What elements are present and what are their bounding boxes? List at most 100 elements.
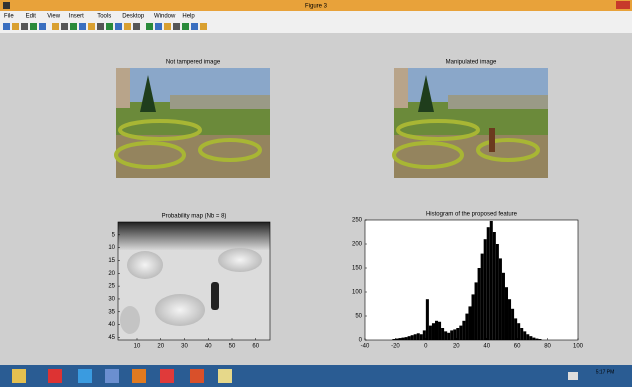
window-title: Figure 3 (305, 4, 328, 10)
x-tick-label: 60 (514, 344, 521, 350)
tool-button[interactable] (39, 23, 46, 30)
menu-item[interactable]: File (4, 14, 14, 20)
histogram-bar (423, 330, 426, 340)
y-tick-label: 200 (352, 242, 363, 248)
panel-title: Not tampered image (166, 60, 221, 66)
histogram-bar (532, 338, 535, 340)
tool-button[interactable] (200, 23, 207, 30)
histogram-bar (520, 328, 523, 340)
tool-button[interactable] (155, 23, 162, 30)
y-tick-label: 45 (108, 335, 115, 341)
histogram-bar (493, 232, 496, 340)
subplot-title: Histogram of the proposed feature (426, 212, 518, 218)
tool-button[interactable] (3, 23, 10, 30)
screen: Figure 3 File Edit View Insert Tools Desktop W… (0, 0, 632, 387)
x-tick-label: 60 (252, 344, 259, 350)
tool-button[interactable] (124, 23, 131, 30)
histogram-bar (438, 322, 441, 340)
histogram-bar (511, 309, 514, 340)
x-tick-label: 80 (544, 344, 551, 350)
histogram-bar (514, 318, 517, 340)
x-tick-label: 20 (453, 344, 460, 350)
clock: 5:17 PM (596, 369, 615, 375)
histogram-bar (465, 314, 468, 340)
histogram-bar (420, 334, 423, 340)
tool-button[interactable] (97, 23, 104, 30)
histogram-bar (444, 331, 447, 340)
y-tick-label: 50 (355, 314, 362, 320)
histogram-bar (508, 299, 511, 340)
y-tick-label: 150 (352, 266, 363, 272)
histogram-bar (429, 326, 432, 340)
x-tick-label: 30 (181, 344, 188, 350)
probability-map (118, 222, 270, 340)
histogram-bar (484, 239, 487, 340)
tool-button[interactable] (191, 23, 198, 30)
histogram-bar (405, 337, 408, 340)
y-tick-label: 25 (108, 284, 115, 290)
x-tick-label: 40 (483, 344, 490, 350)
histogram-bar (505, 287, 508, 340)
histogram-bar (472, 294, 475, 340)
tool-button[interactable] (12, 23, 19, 30)
image-original (116, 68, 270, 178)
menu-item[interactable]: Edit (26, 14, 37, 20)
tool-button[interactable] (61, 23, 68, 30)
tool-button[interactable] (182, 23, 189, 30)
menu-item[interactable]: Window (154, 14, 176, 20)
histogram-bar (502, 273, 505, 340)
histogram-bar (411, 335, 414, 340)
tool-button[interactable] (52, 23, 59, 30)
page: Figure 3 File Edit View Insert Tools Desktop W… (0, 0, 632, 387)
histogram-bar (478, 268, 481, 340)
histogram-bar (462, 321, 465, 340)
close[interactable] (616, 1, 630, 9)
image-manipulated (394, 68, 548, 178)
histogram-bar (432, 323, 435, 340)
y-tick-label: 40 (108, 322, 115, 328)
subplot-title: Probability map (Nb = 8) (162, 214, 227, 220)
histogram-bar (517, 323, 520, 340)
tool-button[interactable] (21, 23, 28, 30)
y-tick-label: 15 (108, 258, 115, 264)
y-tick-label: 20 (108, 271, 115, 277)
tool-button[interactable] (133, 23, 140, 30)
y-tick-label: 35 (108, 309, 115, 315)
x-tick-label: -20 (391, 344, 400, 350)
histogram-bar (435, 321, 438, 340)
tool-button[interactable] (173, 23, 180, 30)
menu-item[interactable]: Desktop (122, 14, 145, 20)
maximize[interactable] (604, 1, 614, 9)
menu-bar (0, 11, 632, 21)
histogram-bar (447, 333, 450, 340)
menu-item[interactable]: Insert (69, 14, 84, 20)
menu-item[interactable]: Tools (97, 14, 111, 20)
tool-button[interactable] (164, 23, 171, 30)
minimize[interactable] (592, 1, 602, 9)
x-tick-label: 40 (205, 344, 212, 350)
y-tick-label: 250 (352, 218, 363, 224)
tool-button[interactable] (30, 23, 37, 30)
histogram-bar (526, 334, 529, 340)
menu-item[interactable]: Help (182, 14, 195, 20)
taskbar (0, 365, 632, 387)
histogram-bar (402, 338, 405, 340)
histogram-bar (426, 299, 429, 340)
histogram-bar (468, 306, 471, 340)
histogram-bar (453, 329, 456, 340)
menu-item[interactable]: View (47, 14, 61, 20)
tool-button[interactable] (115, 23, 122, 30)
histogram-bar (496, 244, 499, 340)
histogram-bar (523, 331, 526, 340)
y-tick-label: 100 (352, 290, 363, 296)
tool-button[interactable] (146, 23, 153, 30)
histogram-bar (417, 333, 420, 340)
x-tick-label: 20 (157, 344, 164, 350)
histogram-bar (490, 221, 493, 340)
tool-button[interactable] (106, 23, 113, 30)
panel-title: Manipulated image (446, 60, 497, 66)
tool-button[interactable] (88, 23, 95, 30)
tool-button[interactable] (70, 23, 77, 30)
histogram-bar (487, 227, 490, 340)
tool-button[interactable] (79, 23, 86, 30)
